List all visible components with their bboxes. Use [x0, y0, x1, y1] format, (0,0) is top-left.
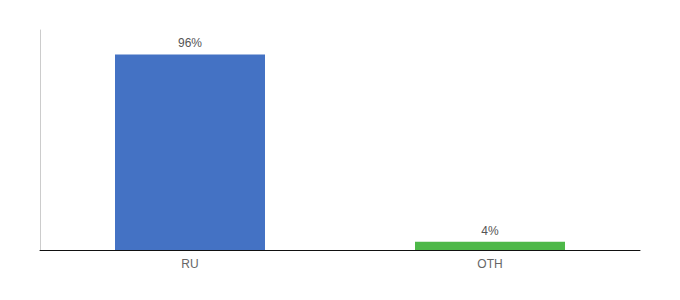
svg-text:RU: RU	[181, 257, 198, 271]
svg-text:96%: 96%	[178, 36, 202, 50]
svg-text:OTH: OTH	[477, 257, 502, 271]
svg-text:4%: 4%	[481, 224, 499, 238]
